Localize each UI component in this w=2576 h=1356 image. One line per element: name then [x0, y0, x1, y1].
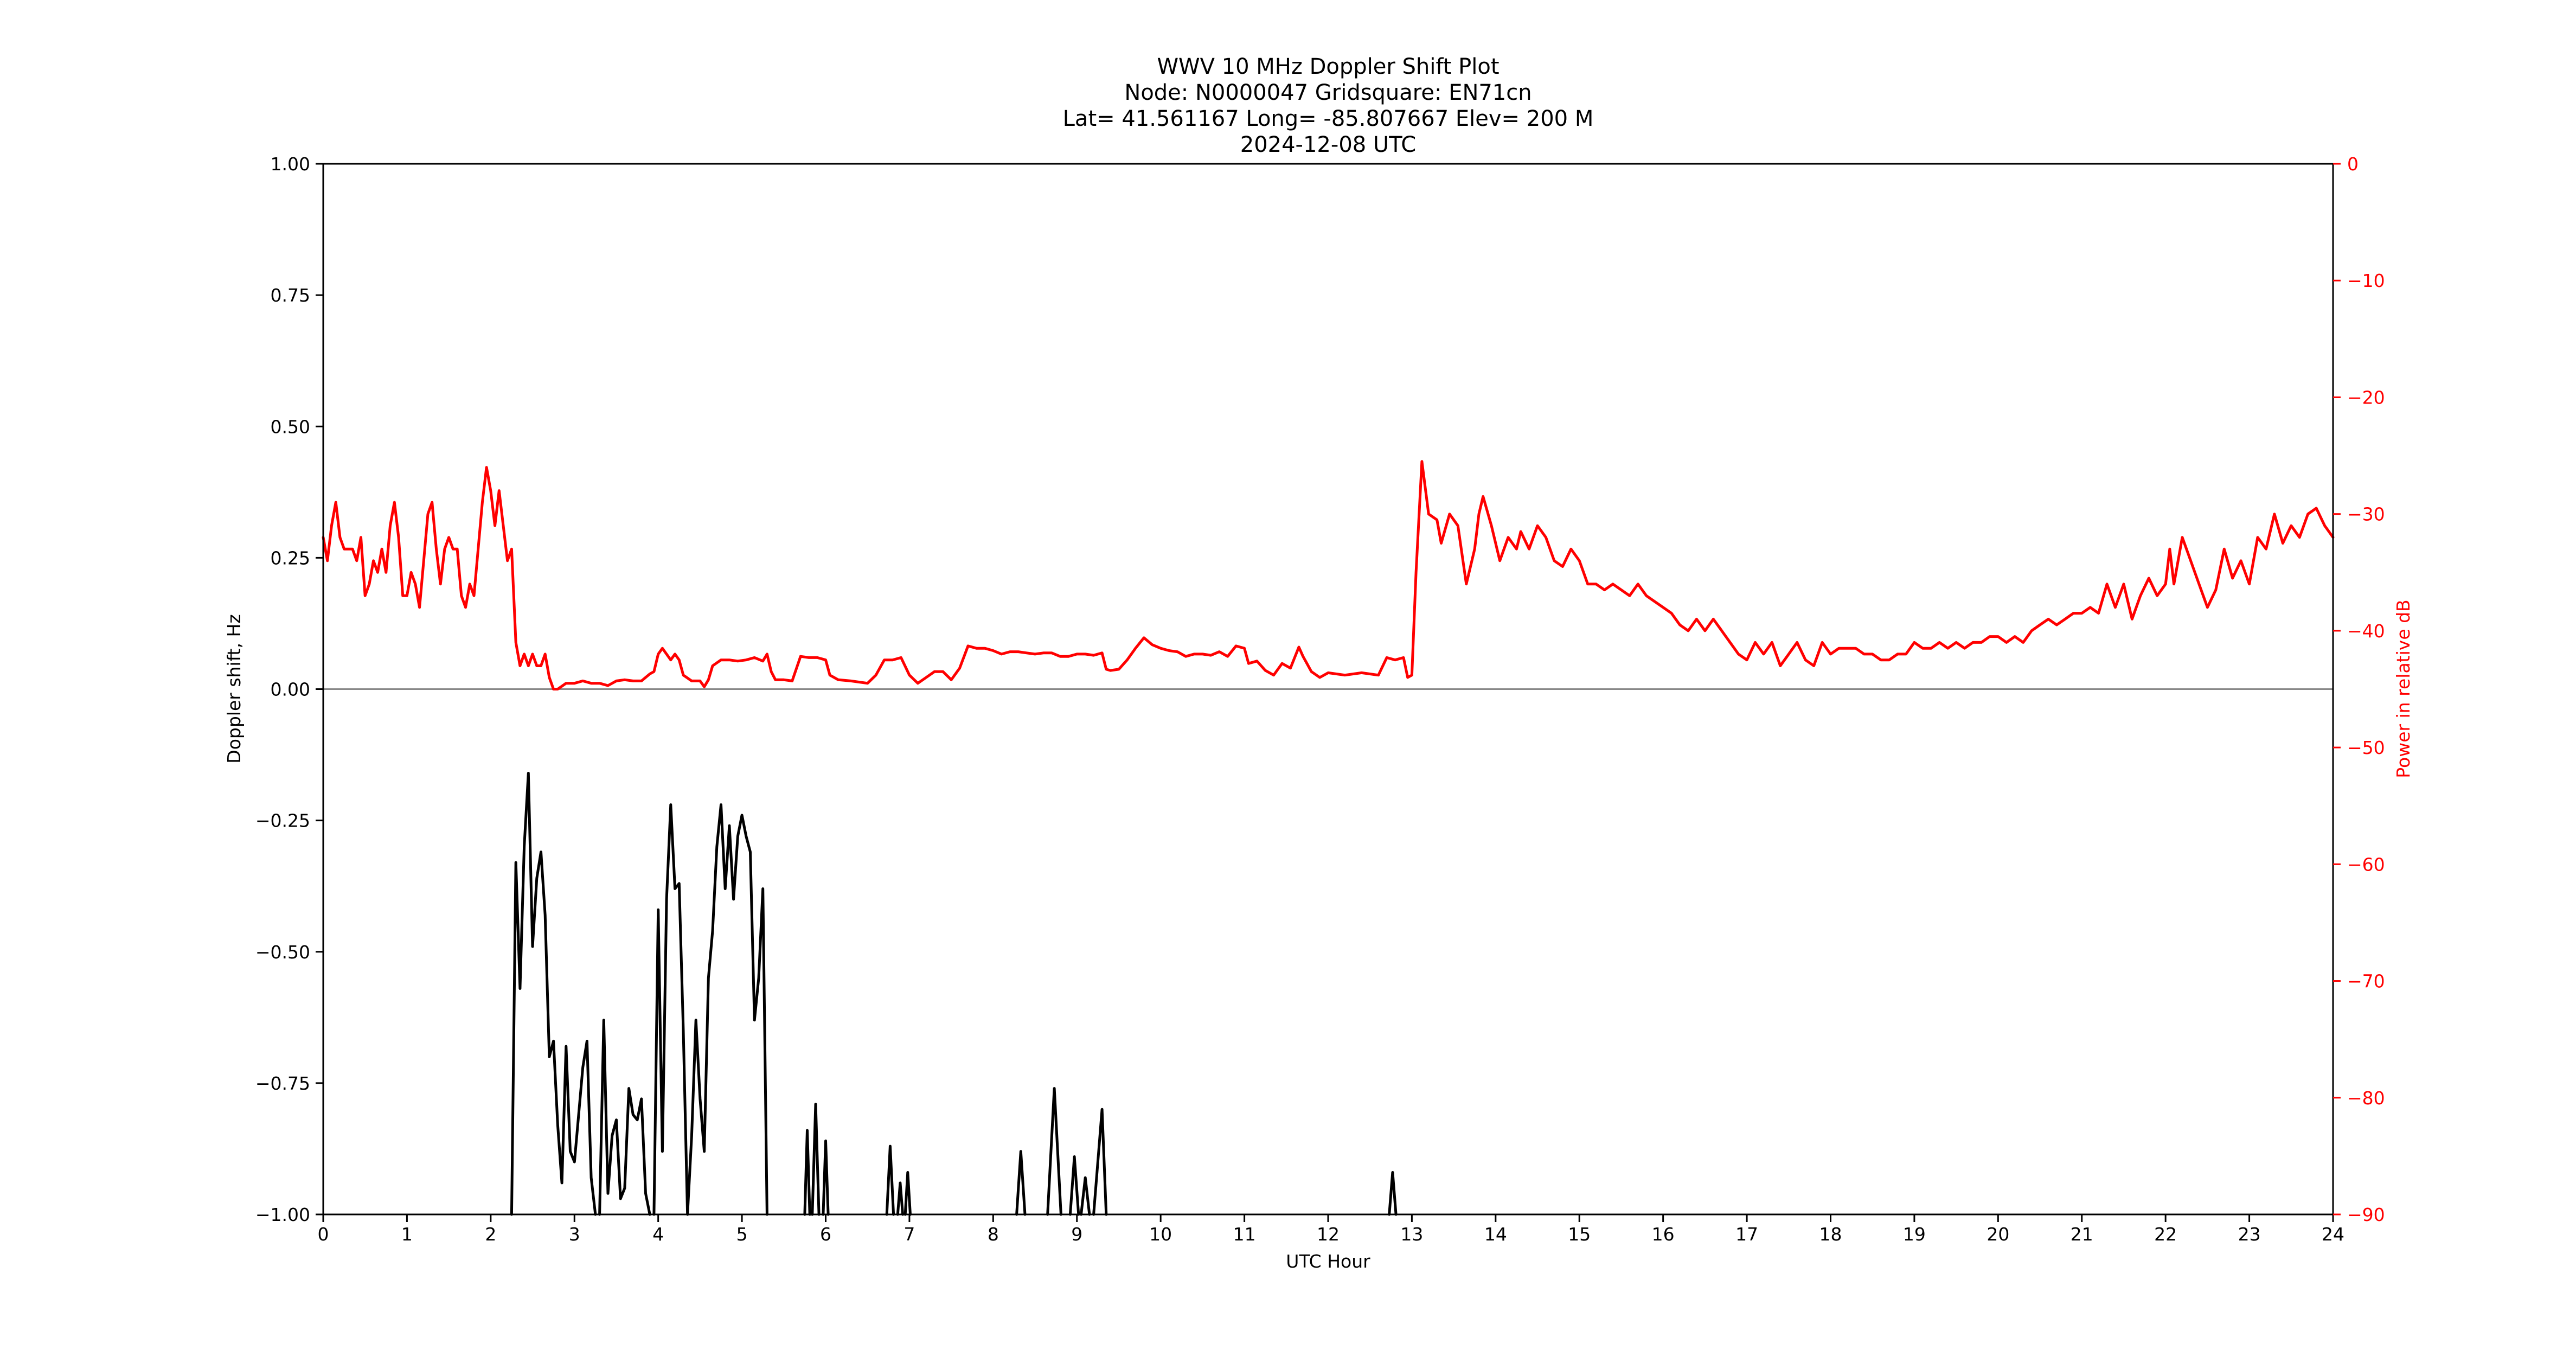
doppler-series-line-14	[1388, 1171, 1398, 1216]
y2-axis-label: Power in relative dB	[2393, 599, 2414, 778]
title-line-4: 2024-12-08 UTC	[1240, 132, 1416, 157]
doppler-series-line-13	[1092, 1108, 1108, 1216]
y2-tick-label: −90	[2347, 1204, 2385, 1225]
x-tick-label: 19	[1903, 1224, 1926, 1245]
doppler-series-line-11	[1068, 1155, 1080, 1216]
y-tick-label: 0.75	[271, 285, 310, 306]
chart-title: WWV 10 MHz Doppler Shift Plot Node: N000…	[1063, 54, 1594, 157]
x-tick-label: 22	[2154, 1224, 2177, 1245]
series-layer	[322, 460, 2335, 1216]
x-tick-label: 13	[1400, 1224, 1423, 1245]
y-tick-label: 0.25	[271, 547, 310, 568]
y-tick-label: 0.50	[271, 416, 310, 437]
x-tick-label: 24	[2322, 1224, 2344, 1245]
doppler-series-line-8	[903, 1171, 912, 1216]
y-tick-label: 1.00	[271, 153, 310, 175]
title-line-3: Lat= 41.561167 Long= -85.807667 Elev= 20…	[1063, 106, 1594, 131]
doppler-series-line-12	[1080, 1176, 1091, 1216]
doppler-series-line-9	[1015, 1150, 1027, 1216]
y-tick-label: 0.00	[271, 679, 310, 700]
y2-tick-label: −10	[2347, 270, 2385, 291]
y-axis-label: Doppler shift, Hz	[223, 614, 245, 763]
x-tick-label: 21	[2071, 1224, 2093, 1245]
y2-tick-label: −80	[2347, 1088, 2385, 1109]
y2-tick-label: −50	[2347, 737, 2385, 758]
x-tick-label: 6	[820, 1224, 831, 1245]
y2-tick-label: −70	[2347, 971, 2385, 992]
doppler-series-line-10	[1046, 1087, 1062, 1216]
x-tick-label: 12	[1317, 1224, 1340, 1245]
y2-tick-label: 0	[2347, 153, 2359, 175]
x-tick-label: 23	[2238, 1224, 2261, 1245]
x-tick-label: 2	[485, 1224, 496, 1245]
y-tick-label: −0.25	[255, 810, 310, 831]
x-tick-label: 4	[652, 1224, 664, 1245]
doppler-series-line-4	[811, 1103, 821, 1216]
x-tick-label: 5	[736, 1224, 748, 1245]
doppler-series-line-2	[652, 803, 768, 1216]
y-tick-label: −1.00	[255, 1204, 310, 1225]
x-axis-label: UTC Hour	[1286, 1251, 1370, 1272]
doppler-series-line-0	[510, 772, 597, 1216]
y-tick-label: −0.50	[255, 942, 310, 963]
y2-tick-label: −40	[2347, 621, 2385, 642]
x-tick-label: 3	[569, 1224, 580, 1245]
x-tick-label: 7	[903, 1224, 915, 1245]
doppler-series-line-5	[822, 1139, 830, 1216]
x-tick-label: 14	[1484, 1224, 1507, 1245]
doppler-series-line-7	[896, 1181, 905, 1216]
x-tick-label: 20	[1987, 1224, 2009, 1245]
x-tick-label: 8	[988, 1224, 999, 1245]
y-tick-label: −0.75	[255, 1073, 310, 1094]
power-series-line-0	[322, 460, 2335, 690]
x-tick-label: 0	[318, 1224, 329, 1245]
doppler-series-line-1	[598, 1019, 651, 1216]
x-tick-label: 16	[1652, 1224, 1675, 1245]
y-axis-ticks: 1.00 0.75 0.50 0.25 0.00 −0.25 −0.50 −0.75 −1.00	[255, 153, 323, 1225]
title-line-2: Node: N0000047 Gridsquare: EN71cn	[1124, 80, 1531, 105]
y2-axis-ticks: 0 −10 −20 −30 −40 −50 −60 −70 −80 −90	[2333, 153, 2385, 1225]
doppler-series-line-3	[803, 1129, 811, 1216]
x-tick-label: 17	[1735, 1224, 1758, 1245]
x-tick-label: 1	[401, 1224, 413, 1245]
x-tick-label: 9	[1071, 1224, 1082, 1245]
title-line-1: WWV 10 MHz Doppler Shift Plot	[1157, 54, 1499, 79]
x-tick-label: 15	[1568, 1224, 1591, 1245]
x-tick-label: 18	[1819, 1224, 1842, 1245]
y2-tick-label: −30	[2347, 504, 2385, 525]
x-tick-label: 11	[1233, 1224, 1256, 1245]
x-tick-label: 10	[1149, 1224, 1172, 1245]
doppler-series-line-6	[885, 1144, 895, 1216]
x-axis-ticks: 0 1 2 3 4 5 6 7 8 9 10 11 12 13 14 15 16 17 18 19 20 21 22 23 24	[318, 1214, 2344, 1245]
y2-tick-label: −20	[2347, 387, 2385, 408]
y2-tick-label: −60	[2347, 854, 2385, 875]
